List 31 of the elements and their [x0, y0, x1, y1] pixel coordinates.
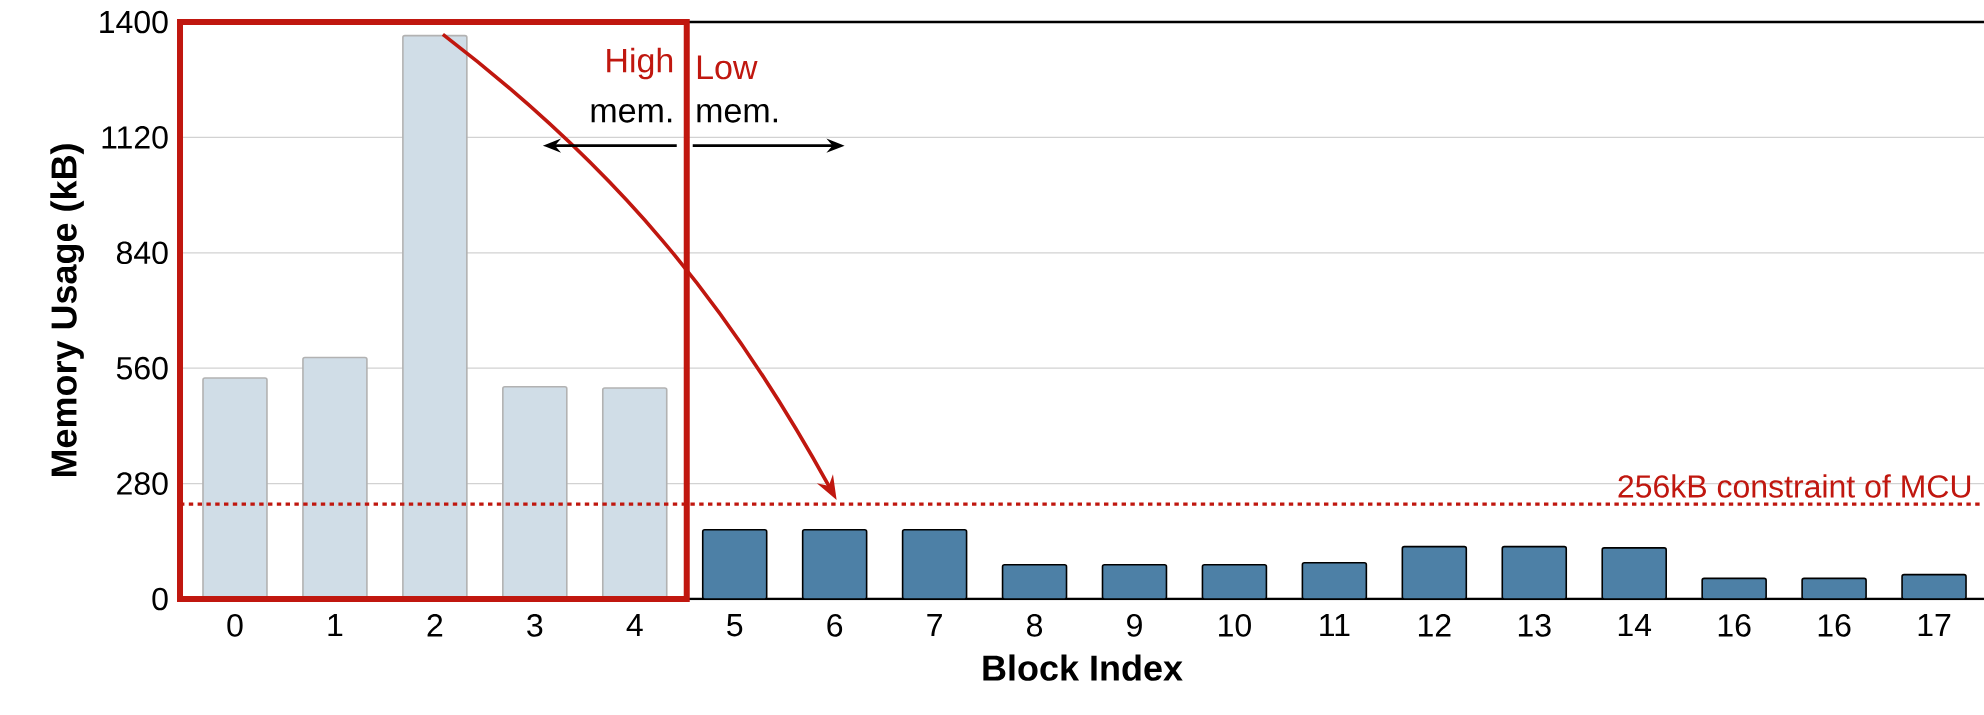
x-tick-label: 7	[927, 614, 942, 637]
y-axis-title: Memory Usage (kB)	[50, 144, 85, 477]
y-tick-label: 1400	[100, 10, 168, 34]
x-tick-label: 5	[727, 614, 743, 637]
x-tick-label: 13	[1518, 614, 1551, 637]
ref-line-label: 256kB constraint of MCU	[1618, 474, 1971, 498]
x-tick-label: 12	[1418, 614, 1451, 637]
x-tick-label: 8	[1027, 614, 1043, 637]
x-tick-label: 16	[1718, 614, 1751, 637]
x-tick-label: 9	[1127, 614, 1142, 637]
x-axis-title: Block Index	[983, 654, 1183, 681]
x-tick-label: 0	[227, 614, 243, 637]
annotation: mem.	[591, 104, 672, 123]
x-tick-label: 14	[1618, 614, 1652, 637]
x-tick-label: 3	[527, 614, 543, 637]
x-tick-label: 1	[328, 614, 343, 637]
x-tick-label: 6	[827, 614, 843, 637]
x-tick-label: 16	[1818, 614, 1851, 637]
x-tick-label: 11	[1320, 614, 1350, 637]
y-tick-label: 0	[152, 587, 168, 611]
annotation: mem.	[697, 104, 778, 123]
x-tick-label: 4	[626, 614, 643, 637]
y-tick-label: 560	[116, 356, 168, 380]
y-tick-label: 280	[117, 472, 168, 495]
annotation: Low	[697, 55, 758, 80]
x-tick-label: 10	[1219, 614, 1251, 637]
x-tick-label: 17	[1918, 614, 1951, 637]
y-tick-label: 1120	[102, 126, 168, 149]
x-tick-label: 2	[427, 614, 443, 637]
y-tick-label: 840	[116, 241, 168, 265]
annotation: High	[607, 47, 673, 80]
